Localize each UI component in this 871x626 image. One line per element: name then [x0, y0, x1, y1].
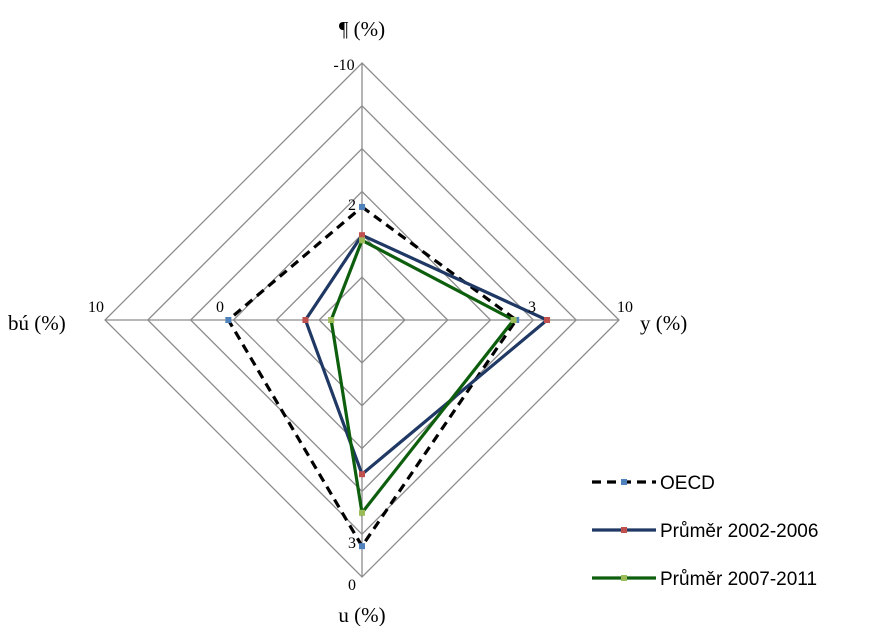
legend-marker-1: [621, 527, 627, 533]
radar-grid: [104, 62, 620, 578]
tick-bottom-outer: 0: [348, 577, 356, 594]
tick-top-mid: 2: [348, 197, 356, 214]
point-0-bottom: [359, 543, 365, 550]
point-2-right: [510, 317, 517, 323]
point-1-left: [302, 317, 309, 323]
axis-title-right: y (%): [640, 311, 687, 335]
point-1-bottom: [359, 471, 365, 478]
point-2-bottom: [359, 509, 365, 516]
tick-bottom-mid: 3: [348, 535, 356, 552]
point-1-top: [359, 232, 365, 239]
series-line-0: [226, 204, 519, 550]
point-0-left: [225, 317, 232, 323]
series-line-1: [303, 233, 551, 477]
radar-series: [225, 203, 551, 550]
tick-right-mid: 3: [528, 299, 536, 316]
legend-label-1: Průměr 2002-2006: [660, 521, 818, 542]
tick-top-outer: -10: [333, 57, 354, 74]
axis-title-bottom: u (%): [338, 603, 385, 626]
radar-labels: ¶ (%) y (%) u (%) bú (%) -10 10 10 0 2 3 0 3: [8, 17, 687, 626]
tick-right-outer: 10: [617, 299, 633, 316]
point-0-top: [359, 203, 365, 210]
tick-left-mid: 0: [216, 299, 224, 316]
legend: OECD Průměr 2002-2006 Průměr 2007-2011: [592, 473, 818, 590]
legend-label-2: Průměr 2007-2011: [660, 569, 817, 590]
legend-marker-2: [621, 575, 627, 581]
point-2-left: [328, 317, 335, 323]
axis-title-left: bú (%): [8, 311, 66, 335]
point-1-right: [544, 317, 551, 323]
point-2-top: [359, 237, 365, 244]
tick-left-outer: 10: [88, 299, 104, 316]
legend-marker-0: [621, 479, 627, 485]
legend-label-0: OECD: [660, 473, 715, 494]
axis-title-top: ¶ (%): [339, 17, 385, 41]
